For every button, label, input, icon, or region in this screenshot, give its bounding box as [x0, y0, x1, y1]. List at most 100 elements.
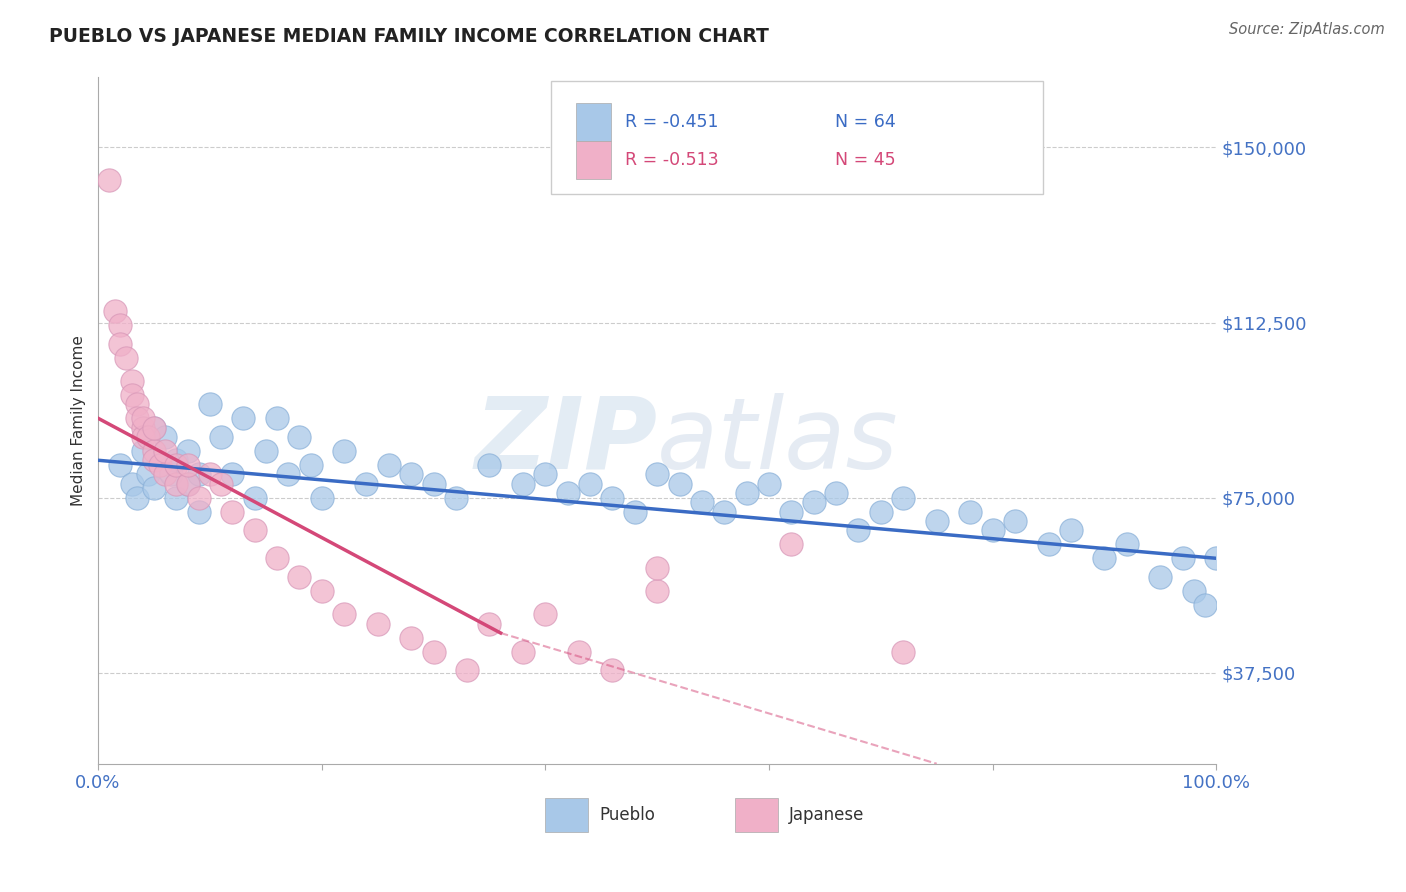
Point [1171, 551, 1194, 566]
Point [981, 523, 1004, 537]
Point [623, 505, 645, 519]
Point [1004, 514, 1026, 528]
FancyBboxPatch shape [575, 103, 612, 141]
Point [165, 476, 187, 491]
Point [165, 458, 187, 472]
Point [153, 444, 176, 458]
Text: Japanese: Japanese [789, 806, 865, 824]
Point [153, 430, 176, 444]
Point [143, 481, 166, 495]
Point [143, 420, 166, 434]
Text: R = -0.451: R = -0.451 [624, 113, 718, 131]
Point [512, 645, 534, 659]
Point [266, 411, 288, 425]
Point [110, 336, 132, 351]
Point [187, 467, 209, 482]
Point [277, 467, 299, 482]
Point [825, 486, 848, 500]
Point [176, 476, 198, 491]
Point [288, 570, 311, 584]
Point [138, 430, 160, 444]
Point [758, 476, 780, 491]
Text: N = 64: N = 64 [835, 113, 896, 131]
Text: R = -0.513: R = -0.513 [624, 151, 718, 169]
Point [557, 486, 579, 500]
FancyBboxPatch shape [546, 798, 588, 832]
Point [143, 453, 166, 467]
Point [1149, 570, 1171, 584]
Point [187, 505, 209, 519]
Point [176, 476, 198, 491]
Point [243, 523, 266, 537]
Text: Source: ZipAtlas.com: Source: ZipAtlas.com [1229, 22, 1385, 37]
FancyBboxPatch shape [575, 141, 612, 178]
Point [311, 491, 333, 505]
Point [209, 476, 232, 491]
Point [104, 304, 127, 318]
Point [176, 458, 198, 472]
Point [333, 607, 356, 622]
Point [143, 444, 166, 458]
Point [299, 458, 322, 472]
Point [690, 495, 713, 509]
Point [378, 458, 401, 472]
Point [1038, 537, 1060, 551]
Point [645, 584, 668, 599]
Point [1205, 551, 1227, 566]
Point [288, 430, 311, 444]
Point [266, 551, 288, 566]
Text: ZIP: ZIP [474, 392, 657, 490]
Point [512, 476, 534, 491]
Point [1194, 598, 1216, 612]
Point [127, 411, 149, 425]
Point [165, 491, 187, 505]
Point [399, 467, 422, 482]
Point [478, 616, 501, 631]
Point [645, 467, 668, 482]
Text: N = 45: N = 45 [835, 151, 896, 169]
Point [735, 486, 758, 500]
Point [254, 444, 277, 458]
Point [198, 397, 221, 411]
Point [891, 645, 914, 659]
Point [1182, 584, 1205, 599]
Point [602, 491, 624, 505]
Point [132, 430, 155, 444]
Point [138, 467, 160, 482]
Point [132, 444, 155, 458]
Point [959, 505, 981, 519]
Point [165, 453, 187, 467]
Point [444, 491, 467, 505]
Text: PUEBLO VS JAPANESE MEDIAN FAMILY INCOME CORRELATION CHART: PUEBLO VS JAPANESE MEDIAN FAMILY INCOME … [49, 27, 769, 45]
Point [568, 645, 591, 659]
Point [115, 351, 138, 365]
Point [780, 505, 803, 519]
Point [127, 491, 149, 505]
Point [848, 523, 870, 537]
Point [110, 318, 132, 332]
Point [1060, 523, 1083, 537]
Point [187, 491, 209, 505]
Point [668, 476, 690, 491]
Point [232, 411, 254, 425]
Point [121, 476, 143, 491]
Point [159, 467, 181, 482]
Point [713, 505, 735, 519]
Point [311, 584, 333, 599]
Point [579, 476, 602, 491]
Point [356, 476, 378, 491]
Point [602, 664, 624, 678]
FancyBboxPatch shape [735, 798, 778, 832]
Point [534, 467, 557, 482]
Text: atlas: atlas [657, 392, 898, 490]
Point [243, 491, 266, 505]
Point [803, 495, 825, 509]
Point [891, 491, 914, 505]
Point [98, 173, 121, 187]
Point [367, 616, 389, 631]
Point [645, 560, 668, 574]
FancyBboxPatch shape [551, 81, 1043, 194]
Point [132, 420, 155, 434]
Point [925, 514, 948, 528]
Point [132, 411, 155, 425]
